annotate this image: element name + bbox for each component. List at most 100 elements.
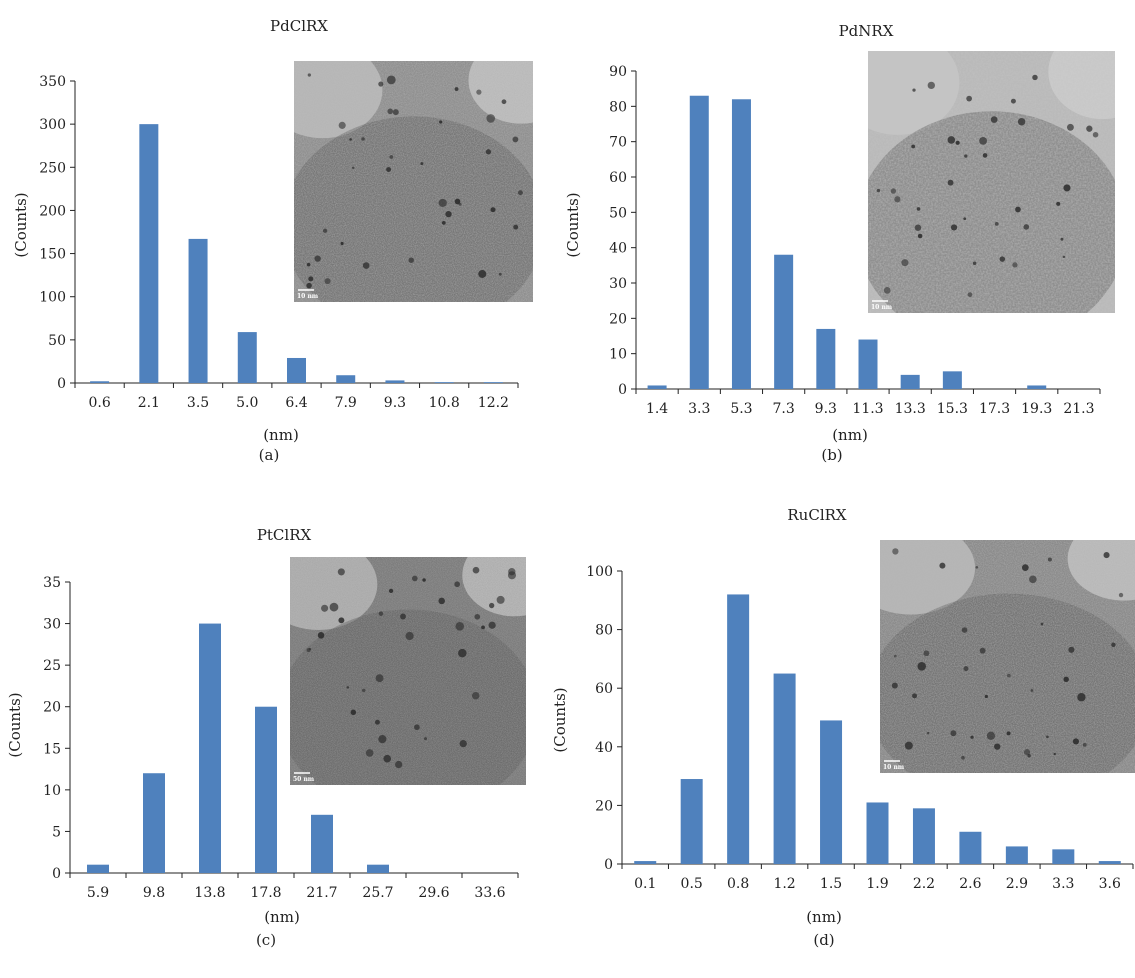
- inset-particle: [337, 568, 345, 576]
- inset-particle: [926, 731, 930, 735]
- inset-particle: [1040, 622, 1044, 626]
- bar: [858, 339, 878, 389]
- inset-particle: [362, 262, 370, 269]
- y-tick-label: 20: [43, 700, 61, 716]
- y-tick-label: 25: [43, 658, 61, 674]
- x-tick-label: 7.3: [773, 401, 795, 417]
- inset-particle: [317, 632, 325, 639]
- y-tick-label: 15: [43, 741, 61, 757]
- y-axis-label: (Counts): [551, 687, 569, 752]
- inset-particle: [378, 81, 384, 87]
- x-tick-label: 2.1: [138, 395, 160, 411]
- x-tick-label: 9.3: [384, 395, 406, 411]
- inset-particle: [361, 688, 366, 693]
- inset-particle: [350, 709, 357, 715]
- inset-particle: [476, 89, 482, 95]
- bar: [680, 779, 703, 864]
- x-tick-label: 7.9: [335, 395, 357, 411]
- inset-particle: [939, 562, 946, 569]
- inset-particle: [486, 114, 496, 123]
- inset-particle: [1030, 689, 1034, 692]
- x-tick-label: 0.8: [727, 876, 749, 892]
- y-tick-label: 100: [39, 290, 66, 306]
- y-tick-label: 100: [586, 564, 613, 580]
- tem-inset-image: 50 nm: [290, 557, 526, 785]
- bar: [385, 380, 405, 383]
- inset-particle: [490, 207, 496, 213]
- scale-bar-label: 10 nm: [883, 764, 905, 771]
- y-tick-label: 0: [57, 376, 66, 392]
- inset-particle: [455, 622, 465, 631]
- x-tick-label: 2.2: [913, 876, 935, 892]
- inset-particle: [1111, 642, 1116, 648]
- panel-caption: (a): [259, 446, 280, 464]
- x-tick-label: 10.8: [429, 395, 460, 411]
- y-tick-label: 5: [52, 824, 61, 840]
- scale-bar-label: 10 nm: [871, 304, 893, 311]
- bar: [912, 808, 935, 864]
- inset-particle: [472, 566, 480, 574]
- x-axis-label: (nm): [264, 908, 300, 926]
- bar: [820, 720, 843, 864]
- inset-particle: [488, 621, 496, 629]
- x-tick-label: 2.6: [959, 876, 981, 892]
- inset-particle: [388, 588, 394, 594]
- y-tick-label: 80: [595, 623, 613, 639]
- inset-particle: [950, 730, 957, 737]
- inset-particle: [386, 167, 392, 172]
- panel-caption: (c): [256, 931, 276, 949]
- y-tick-label: 0: [618, 382, 627, 398]
- inset-particle: [329, 602, 339, 612]
- y-tick-label: 50: [48, 333, 66, 349]
- inset-particle: [392, 109, 399, 116]
- bar: [139, 124, 159, 384]
- inset-particle: [1029, 575, 1037, 584]
- x-tick-label: 3.3: [688, 401, 710, 417]
- inset-particle: [1063, 676, 1069, 683]
- inset-particle: [512, 136, 519, 143]
- y-tick-label: 20: [609, 311, 627, 327]
- inset-particle: [966, 95, 972, 102]
- y-axis-label: (Counts): [12, 192, 30, 257]
- tem-inset-image: 10 nm: [294, 61, 533, 302]
- y-tick-label: 150: [39, 247, 66, 263]
- inset-particle: [883, 287, 891, 294]
- inset-particle: [890, 188, 897, 194]
- inset-particle: [994, 221, 999, 226]
- inset-particle: [964, 154, 968, 158]
- y-tick-label: 350: [39, 74, 66, 90]
- chart-panel: RuClRX 0 20 40 60 80 100 0.1 0.5 0.8 1.2 1.5 1.9 2.2 2…: [551, 506, 1135, 949]
- inset-particle: [395, 760, 403, 769]
- inset-particle: [501, 99, 507, 105]
- y-tick-label: 50: [609, 205, 627, 221]
- inset-particle: [1118, 592, 1124, 598]
- inset-particle: [458, 648, 467, 658]
- inset-particle: [894, 196, 901, 203]
- inset-particle: [441, 220, 446, 225]
- y-tick-label: 90: [609, 64, 627, 80]
- x-axis-label: (nm): [832, 426, 868, 444]
- bar: [634, 861, 657, 864]
- inset-particle: [351, 166, 355, 170]
- inset-particle: [1082, 742, 1087, 747]
- inset-particle: [454, 87, 459, 91]
- inset-particle: [963, 666, 969, 672]
- bar: [866, 802, 889, 864]
- inset-particle: [400, 613, 406, 620]
- inset-particle: [340, 241, 344, 246]
- inset-particle: [961, 627, 968, 633]
- panel-caption: (b): [821, 446, 842, 464]
- inset-particle: [1092, 131, 1099, 138]
- y-tick-label: 300: [39, 117, 66, 133]
- y-tick-label: 200: [39, 203, 66, 219]
- y-axis-label: (Counts): [564, 192, 582, 257]
- inset-particle: [891, 682, 898, 689]
- x-tick-label: 5.9: [87, 885, 109, 901]
- inset-particle: [990, 116, 998, 123]
- inset-particle: [378, 735, 387, 744]
- inset-particle: [387, 108, 394, 115]
- bar: [773, 673, 796, 864]
- inset-particle: [947, 136, 956, 144]
- inset-particle: [346, 686, 350, 689]
